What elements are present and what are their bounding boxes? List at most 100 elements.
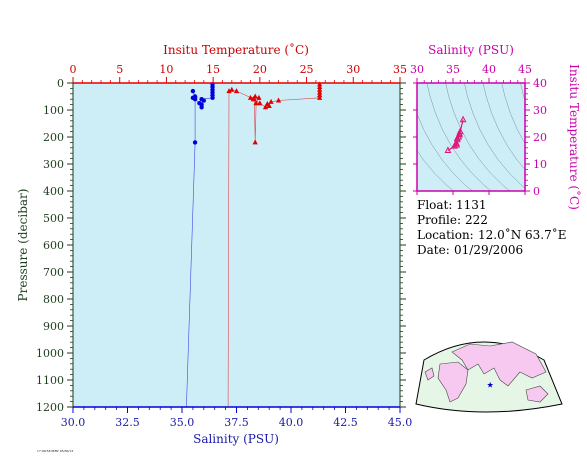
pressure-tick-label: 400 — [43, 185, 64, 198]
salinity-tick-label: 37.5 — [224, 416, 249, 429]
float-value: 1131 — [456, 198, 487, 212]
ts-density-contour — [417, 150, 454, 191]
ts-temperature-axis-title: Insitu Temperature (˚C) — [567, 64, 582, 210]
ts-density-contour — [426, 83, 492, 191]
ts-contour-group — [417, 83, 525, 191]
ts-temperature-tick-label: 30 — [533, 104, 547, 117]
pressure-tick-label: 1100 — [36, 374, 64, 387]
profile-tick-labels: 0 5 10 15 20 25 30 35 30.0 32.5 35.0 37.5 40.0 42.5 45… — [36, 63, 412, 429]
profile-panel-background — [73, 83, 400, 407]
ts-density-contour — [417, 112, 473, 191]
ts-salinity-tick-label: 45 — [518, 63, 532, 76]
profile-label: Profile: — [417, 213, 461, 227]
ts-temperature-tick-label: 20 — [533, 131, 547, 144]
timestamp: 17:09:58 MRV 05/30/13 — [37, 449, 73, 453]
salinity-point — [201, 98, 206, 103]
temperature-tick-label: 30 — [346, 63, 360, 76]
pressure-tick-label: 700 — [43, 266, 64, 279]
temperature-point — [317, 86, 323, 92]
map-south-america — [424, 367, 435, 381]
temperature-tick-label: 35 — [393, 63, 407, 76]
ts-density-contours — [417, 83, 525, 191]
ts-density-contour — [501, 83, 525, 145]
temperature-point — [317, 89, 323, 95]
temperature-point — [247, 94, 254, 100]
temperature-point — [253, 100, 259, 106]
location-label: Location: — [417, 228, 474, 242]
salinity-tick-label: 40.0 — [279, 416, 304, 429]
salinity-tick-label: 30.0 — [61, 416, 86, 429]
ts-density-contour — [463, 83, 525, 189]
ts-salinity-tick-label: 30 — [410, 63, 424, 76]
temperature-point — [275, 97, 282, 103]
temperature-point — [226, 88, 232, 94]
float-location-star — [487, 381, 494, 388]
pressure-tick-label: 300 — [43, 158, 64, 171]
pressure-tick-label: 500 — [43, 212, 64, 225]
pressure-tick-label: 100 — [43, 104, 64, 117]
ts-point — [459, 115, 467, 123]
temperature-tick-label: 5 — [116, 63, 123, 76]
date-value: 01/29/2006 — [454, 243, 523, 257]
salinity-point — [199, 105, 204, 110]
ts-point — [451, 142, 458, 149]
temperature-point — [233, 88, 240, 94]
temperature-point — [317, 84, 323, 90]
pressure-tick-label: 600 — [43, 239, 64, 252]
ts-temperature-tick-label: 10 — [533, 158, 547, 171]
salinity-point — [192, 140, 198, 145]
float-info: Float: 1131 Profile: 222 Location: 12.0˚… — [417, 198, 567, 257]
temperature-axis-title: Insitu Temperature (˚C) — [163, 42, 309, 57]
pressure-tick-label: 1000 — [36, 347, 64, 360]
temperature-point — [317, 94, 323, 100]
salinity-tick-label: 32.5 — [115, 416, 140, 429]
temperature-tick-label: 15 — [206, 63, 220, 76]
pressure-tick-label: 800 — [43, 293, 64, 306]
temperature-point — [317, 81, 323, 87]
salinity-axis-title: Salinity (PSU) — [193, 432, 279, 446]
salinity-point — [210, 95, 215, 101]
temperature-tick-label: 10 — [159, 63, 173, 76]
ts-temperature-tick-label: 0 — [533, 185, 540, 198]
ts-scatter-marks — [444, 115, 467, 153]
ts-point — [453, 139, 461, 147]
ts-temperature-tick-label: 40 — [533, 77, 547, 90]
temperature-point — [257, 100, 263, 106]
ts-salinity-tick-label: 40 — [482, 63, 496, 76]
ts-density-contour — [445, 83, 510, 191]
salinity-point — [190, 88, 196, 94]
date-label: Date: — [417, 243, 450, 257]
map-eurasia — [451, 341, 547, 387]
temperature-tick-label: 25 — [300, 63, 314, 76]
pressure-tick-label: 0 — [57, 77, 64, 90]
ts-density-contour — [520, 83, 525, 102]
pressure-tick-label: 900 — [43, 320, 64, 333]
temperature-point — [251, 96, 257, 102]
salinity-tick-label: 42.5 — [333, 416, 358, 429]
ts-point — [453, 134, 461, 141]
temperature-point — [268, 98, 274, 104]
ts-salinity-axis-title: Salinity (PSU) — [428, 43, 514, 57]
temperature-point — [262, 104, 269, 110]
temperature-point — [317, 92, 323, 98]
world-map — [415, 341, 563, 413]
temperature-tick-label: 20 — [253, 63, 267, 76]
float-label: Float: — [417, 198, 452, 212]
temperature-tick-label: 0 — [70, 63, 77, 76]
ts-density-contour — [482, 83, 525, 171]
pressure-tick-label: 1200 — [36, 401, 64, 414]
temperature-point — [252, 139, 258, 145]
pressure-tick-label: 200 — [43, 131, 64, 144]
salinity-tick-label: 45.0 — [388, 416, 413, 429]
salinity-point — [197, 101, 202, 106]
ts-point — [444, 146, 452, 153]
location-value: 12.0˚N 63.7˚E — [478, 227, 567, 242]
ts-panel-background — [417, 83, 525, 191]
salinity-tick-label: 35.0 — [170, 416, 195, 429]
map-australia — [525, 385, 549, 403]
temperature-point — [256, 94, 262, 100]
ts-salinity-tick-label: 35 — [446, 63, 460, 76]
temperature-point — [229, 86, 235, 92]
